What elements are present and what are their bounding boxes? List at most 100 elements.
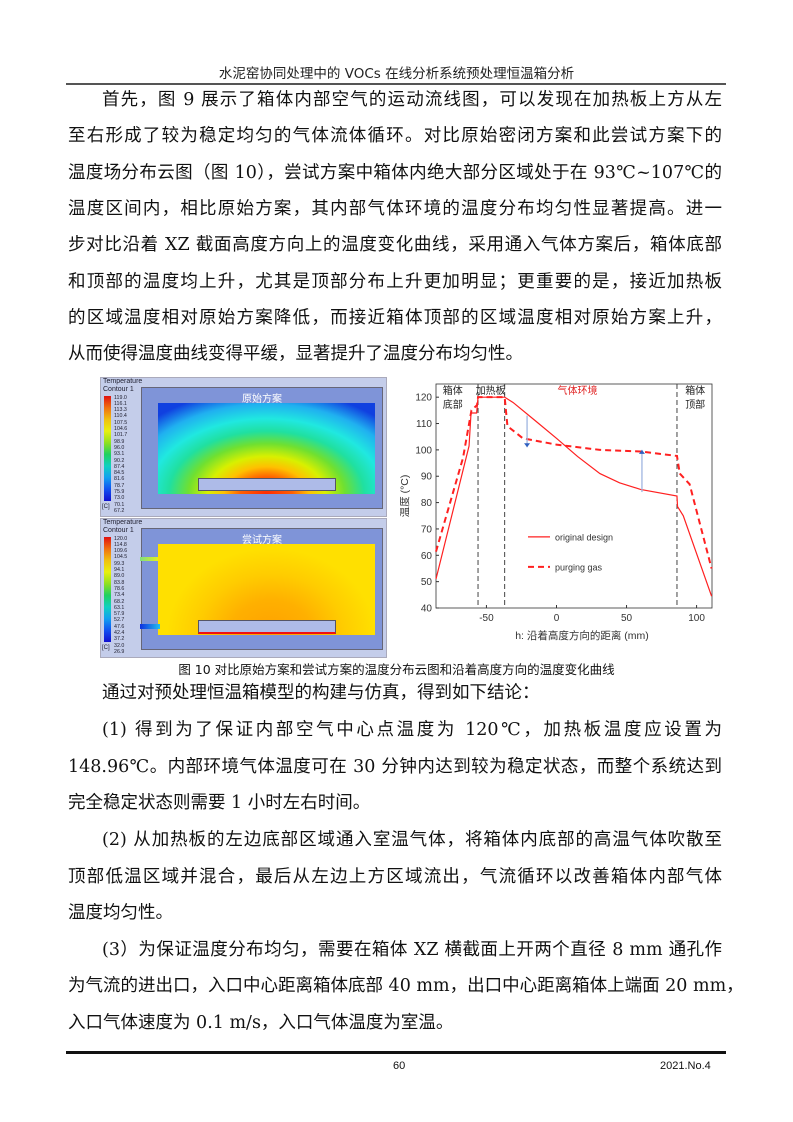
enclosure: 原始方案 — [141, 387, 383, 509]
contour-plot-trial: Temperature Contour 1 120.0 114.8 109.6 104.… — [100, 518, 387, 658]
scale-value: 119.0 — [114, 394, 127, 401]
text-line: 至右形成了较为稳定均匀的气体流体循环。对比原始密闭方案和此尝试方案下的 — [68, 126, 722, 147]
x-tick-label: 0 — [554, 613, 560, 624]
scale-value: 67.2 — [114, 507, 125, 514]
y-tick-label: 40 — [421, 604, 433, 615]
scale-value: 89.0 — [114, 573, 125, 580]
text-line: 入口气体速度为 0.1 m/s，入口气体温度为室温。 — [68, 1012, 454, 1033]
region-label: 加热板 — [476, 384, 506, 397]
scale-value: 109.6 — [114, 548, 128, 555]
trend-arrow-head — [524, 443, 531, 448]
legend-title: Temperature Contour 1 — [103, 519, 142, 536]
scale-value: 73.4 — [114, 592, 125, 599]
footer-rule — [66, 1051, 726, 1054]
scale-value: 52.7 — [114, 617, 125, 624]
heating-plate — [198, 478, 336, 491]
y-tick-label: 60 — [421, 551, 433, 562]
scale-value: 96.0 — [114, 444, 125, 451]
scale-value: 83.8 — [114, 579, 125, 586]
text-line: 温度场分布云图（图 10），尝试方案中箱体内绝大部分区域处于在 93℃~107℃… — [68, 162, 722, 183]
scale-value: 120.0 — [114, 535, 128, 542]
text-line: (1) 得到为了保证内部空气中心点温度为 120℃，加热板温度应设置为 — [102, 720, 722, 741]
text-line: 首先，图 9 展示了箱体内部空气的运动流线图，可以发现在加热板上方从左 — [102, 90, 722, 110]
scale-value: 81.6 — [114, 476, 125, 483]
running-header: 水泥窑协同处理中的 VOCs 在线分析系统预处理恒温箱分析 — [218, 66, 575, 82]
scale-value: 98.9 — [114, 438, 125, 445]
text-line: 通过对预处理恒温箱模型的构建与仿真，得到如下结论： — [102, 683, 540, 703]
temperature-field — [140, 544, 375, 635]
text-line: 为气流的进出口，入口中心距离箱体底部 40 mm，出口中心距离箱体上端面 20 … — [68, 976, 744, 997]
text-line: 步对比沿着 XZ 截面高度方向上的温度变化曲线，采用通入气体方案后，箱体底部 — [68, 235, 722, 256]
header-rule — [66, 83, 726, 85]
page-number: 60 — [393, 1060, 406, 1072]
heating-plate — [198, 620, 336, 634]
scale-value: 107.5 — [114, 419, 128, 426]
color-scale-bar — [104, 537, 111, 642]
scale-value: 70.1 — [114, 501, 125, 508]
text-line: 和顶部的温度均上升，尤其是顶部分布上升更加明显；更重要的是，接近加热板 — [68, 271, 722, 292]
scale-value: 47.6 — [114, 623, 125, 630]
region-label: 箱体 — [443, 384, 463, 397]
scale-value: 90.2 — [114, 457, 125, 464]
temperature-curve-chart: -50 0 50 100 40 50 60 70 80 90 100 110 120 h: 沿着高度方向的… — [400, 383, 713, 642]
scale-value: 114.8 — [114, 541, 127, 548]
y-tick-label: 120 — [415, 393, 432, 404]
unit-label: [C] — [102, 645, 110, 651]
scale-value: 84.5 — [114, 470, 125, 477]
series-line-purging — [435, 396, 713, 569]
region-label: 底部 — [443, 398, 463, 411]
scale-value: 37.2 — [114, 636, 125, 643]
color-scale-bar — [104, 396, 111, 501]
plot-title: 原始方案 — [242, 394, 282, 405]
text-line: 温度区间内，相比原始方案，其内部气体环境的温度分布均匀性显著提高。进一 — [68, 198, 722, 219]
scale-value: 78.7 — [114, 482, 125, 489]
scale-value: 116.1 — [114, 400, 127, 407]
y-tick-label: 50 — [421, 577, 433, 588]
x-tick-label: 50 — [621, 613, 633, 624]
y-tick-label: 100 — [415, 445, 432, 456]
scale-value: 68.2 — [114, 598, 125, 605]
scale-value: 94.1 — [114, 567, 125, 574]
color-scale-values: 119.0 116.1 113.3 110.4 107.5 104.6 101.7 98.9 9… — [114, 395, 127, 515]
trend-arrow-head — [638, 449, 645, 454]
inlet-port — [140, 624, 160, 629]
region-label: 气体环境 — [558, 384, 598, 397]
scale-value: 73.0 — [114, 495, 125, 502]
region-label: 顶部 — [685, 398, 705, 411]
y-tick-label: 80 — [421, 498, 433, 509]
y-axis-label: 温度 (°C) — [400, 475, 411, 518]
figure-caption: 图 10 对比原始方案和尝试方案的温度分布云图和沿着高度方向的温度变化曲线 — [178, 662, 615, 677]
legend-title-line: Contour 1 — [103, 527, 134, 535]
x-tick-label: -50 — [479, 613, 494, 624]
unit-label: [C] — [102, 504, 110, 510]
y-tick-label: 110 — [416, 419, 432, 430]
legend-title-line: Contour 1 — [103, 386, 134, 394]
x-axis-label: h: 沿着高度方向的距离 (mm) — [515, 629, 649, 642]
legend-label: original design — [555, 532, 613, 542]
enclosure: 尝试方案 — [140, 528, 383, 650]
scale-value: 32.0 — [114, 642, 125, 649]
scale-value: 75.9 — [114, 489, 125, 496]
scale-value: 104.6 — [114, 426, 128, 433]
contour-plot-original: Temperature Contour 1 119.0 116.1 113.3 110.… — [100, 377, 387, 517]
scale-value: 101.7 — [114, 432, 128, 439]
text-line: 的区域温度相对原始方案降低，而接近箱体顶部的区域温度相对原始方案上升， — [68, 307, 722, 328]
scale-value: 93.1 — [114, 451, 125, 458]
legend-title-line: Temperature — [103, 378, 143, 385]
text-line: 从而使得温度曲线变得平缓，显著提升了温度分布均匀性。 — [68, 344, 523, 365]
scale-value: 113.3 — [114, 407, 127, 414]
text-line: 148.96℃。内部环境气体温度可在 30 分钟内达到较为稳定状态，而整个系统达… — [68, 756, 722, 777]
text-line: 温度均匀性。 — [68, 902, 173, 923]
text-line: (2) 从加热板的左边底部区域通入室温气体，将箱体内底部的高温气体吹散至 — [102, 830, 722, 851]
scale-value: 99.3 — [114, 560, 125, 567]
text-line: 顶部低温区域并混合，最后从左边上方区域流出，气流循环以改善箱体内部气体 — [68, 866, 722, 887]
text-line: (3）为保证温度分布均匀，需要在箱体 XZ 横截面上开两个直径 8 mm 通孔作 — [102, 940, 722, 961]
issue-label: 2021.No.4 — [660, 1060, 711, 1072]
color-scale-values: 120.0 114.8 109.6 104.5 99.3 94.1 89.0 83.8 78.6… — [114, 536, 127, 656]
legend-title: Temperature Contour 1 — [103, 378, 142, 395]
plot-frame — [435, 383, 713, 609]
scale-value: 110.4 — [114, 413, 127, 420]
scale-value: 87.4 — [114, 463, 125, 470]
legend-label: purging gas — [555, 562, 603, 572]
